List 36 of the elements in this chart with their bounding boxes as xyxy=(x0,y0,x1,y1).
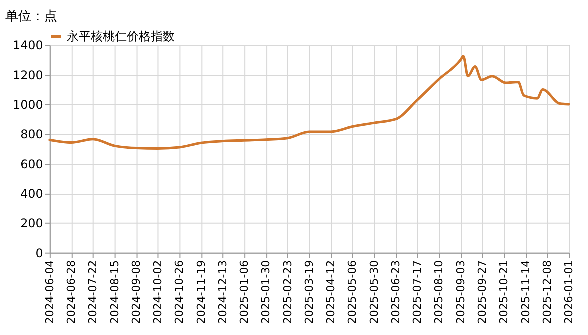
x-tick-label: 2025-10-21 xyxy=(498,260,511,324)
y-tick-label: 1400 xyxy=(12,38,44,53)
y-tick-label: 400 xyxy=(20,187,44,202)
y-tick-label: 600 xyxy=(20,157,44,172)
x-tick-label: 2024-12-13 xyxy=(216,260,230,324)
text: 永平核桃仁价格指数 xyxy=(66,30,175,44)
x-tick-label: 2025-09-27 xyxy=(476,260,490,324)
x-tick-label: 2025-01-06 xyxy=(238,260,252,324)
x-tick-label: 2025-03-19 xyxy=(302,260,316,324)
x-tick-label: 2024-10-02 xyxy=(152,260,165,324)
x-tick-label: 2024-09-08 xyxy=(130,260,143,324)
y-axis-title: 单位：点 xyxy=(5,10,58,25)
x-tick-label: 2024-06-28 xyxy=(65,260,78,324)
x-tick-label: 2024-10-26 xyxy=(173,260,186,324)
x-tick-label: 2025-07-17 xyxy=(411,260,424,324)
x-tick-label: 2024-11-19 xyxy=(194,260,208,324)
x-tick-label: 2025-11-14 xyxy=(519,260,532,324)
x-tick-label: 2025-12-08 xyxy=(540,260,554,324)
x-tick-label: 2026-01-01 xyxy=(562,260,576,324)
x-tick-label: 2025-05-30 xyxy=(368,260,381,324)
y-tick-label: 1000 xyxy=(12,98,44,112)
x-tick-label: 2025-04-12 xyxy=(324,260,338,324)
x-tick-label: 2025-02-23 xyxy=(281,260,294,324)
x-tick-label: 2024-06-04 xyxy=(43,260,56,324)
x-tick-label: 2025-09-03 xyxy=(454,260,468,324)
x-tick-label: 2025-08-10 xyxy=(432,260,446,324)
y-tick-label: 0 xyxy=(36,246,44,260)
y-tick-label: 1200 xyxy=(12,68,44,82)
x-tick-label: 2025-01-30 xyxy=(260,260,273,324)
line-series xyxy=(48,55,570,150)
x-tick-label: 2024-08-15 xyxy=(108,260,122,324)
x-tick-label: 2025-06-23 xyxy=(389,260,402,324)
x-tick-label: 2025-05-06 xyxy=(346,260,360,324)
y-tick-label: 800 xyxy=(20,128,44,142)
y-tick-label: 200 xyxy=(20,216,44,231)
x-tick-label: 2024-07-22 xyxy=(86,260,100,324)
